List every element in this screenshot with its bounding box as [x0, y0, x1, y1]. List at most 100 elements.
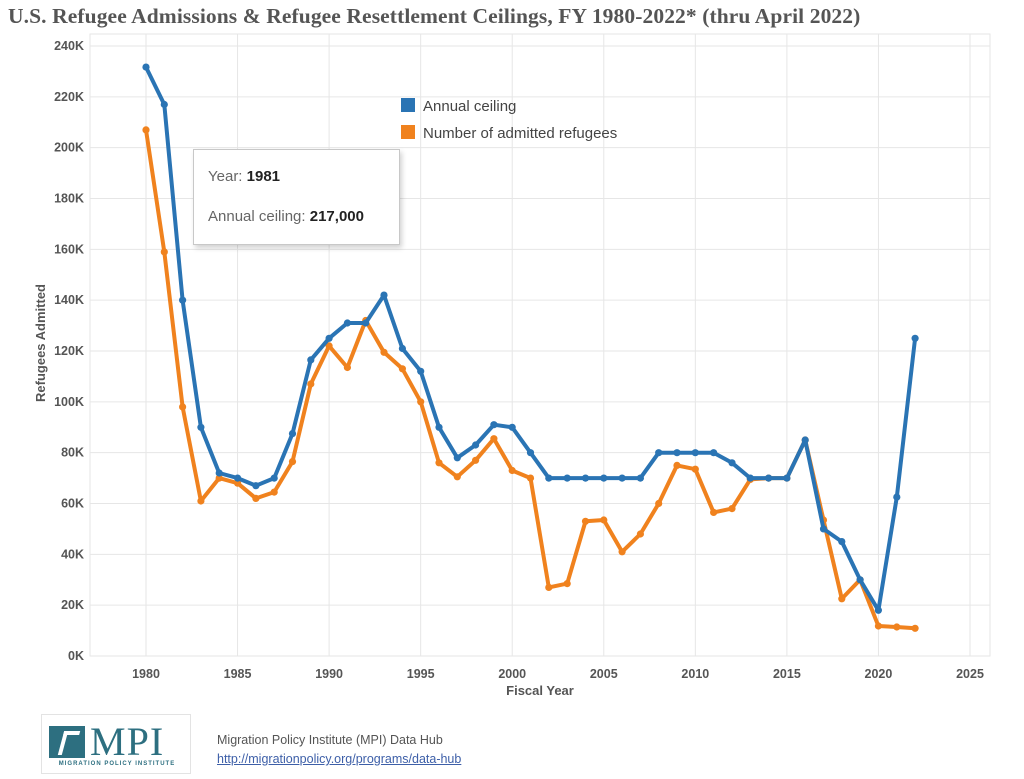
data-point-annual-ceiling[interactable]: [746, 474, 754, 482]
data-point-admitted-refugees[interactable]: [655, 499, 663, 508]
data-point-annual-ceiling[interactable]: [270, 474, 278, 482]
data-point-admitted-refugees[interactable]: [453, 473, 461, 481]
legend: Annual ceiling Number of admitted refuge…: [401, 98, 617, 142]
data-point-admitted-refugees[interactable]: [490, 435, 498, 443]
x-axis-title: Fiscal Year: [506, 683, 574, 698]
mpi-logo: MPI MIGRATION POLICY INSTITUTE: [41, 714, 191, 774]
data-point-admitted-refugees[interactable]: [911, 624, 919, 632]
data-point-annual-ceiling[interactable]: [142, 63, 150, 71]
data-point-admitted-refugees[interactable]: [691, 465, 699, 473]
data-point-annual-ceiling[interactable]: [215, 469, 223, 477]
y-tick-label: 120K: [54, 344, 84, 358]
data-point-annual-ceiling[interactable]: [526, 449, 535, 457]
data-point-annual-ceiling[interactable]: [801, 436, 809, 444]
y-tick-label: 0K: [68, 649, 84, 663]
data-point-annual-ceiling[interactable]: [325, 334, 333, 342]
data-point-annual-ceiling[interactable]: [618, 474, 626, 482]
data-point-annual-ceiling[interactable]: [783, 474, 791, 482]
data-point-annual-ceiling[interactable]: [874, 606, 883, 614]
data-point-admitted-refugees[interactable]: [893, 623, 901, 631]
legend-swatch-annual-ceiling: [401, 98, 415, 112]
data-point-admitted-refugees[interactable]: [600, 516, 608, 524]
data-point-admitted-refugees[interactable]: [197, 497, 205, 505]
series-annual-ceiling: [142, 63, 919, 614]
data-point-annual-ceiling[interactable]: [765, 474, 773, 482]
data-point-admitted-refugees[interactable]: [435, 459, 443, 467]
data-point-annual-ceiling[interactable]: [179, 296, 187, 304]
data-point-annual-ceiling[interactable]: [856, 576, 864, 584]
data-point-annual-ceiling[interactable]: [453, 454, 461, 462]
data-point-admitted-refugees[interactable]: [618, 548, 626, 556]
data-point-admitted-refugees[interactable]: [636, 530, 645, 538]
data-point-annual-ceiling[interactable]: [288, 430, 297, 438]
data-point-annual-ceiling[interactable]: [636, 474, 645, 482]
y-tick-label: 200K: [54, 141, 84, 155]
data-point-admitted-refugees[interactable]: [526, 474, 535, 482]
data-point-admitted-refugees[interactable]: [545, 583, 553, 592]
data-point-admitted-refugees[interactable]: [710, 508, 718, 516]
data-point-annual-ceiling[interactable]: [728, 459, 736, 467]
data-point-admitted-refugees[interactable]: [179, 403, 187, 411]
data-point-admitted-refugees[interactable]: [874, 622, 883, 630]
data-point-annual-ceiling[interactable]: [691, 449, 699, 457]
data-point-annual-ceiling[interactable]: [160, 100, 168, 109]
data-point-admitted-refugees[interactable]: [417, 398, 425, 406]
data-point-admitted-refugees[interactable]: [288, 458, 297, 466]
y-tick-label: 20K: [61, 598, 84, 612]
series-layer: [142, 63, 919, 632]
data-point-admitted-refugees[interactable]: [234, 479, 242, 487]
y-tick-label: 100K: [54, 395, 84, 409]
data-point-admitted-refugees[interactable]: [215, 474, 223, 482]
data-point-annual-ceiling[interactable]: [398, 344, 406, 353]
data-point-annual-ceiling[interactable]: [380, 291, 388, 299]
data-point-annual-ceiling[interactable]: [343, 319, 351, 327]
x-tick-label: 2025: [956, 667, 984, 681]
data-point-admitted-refugees[interactable]: [343, 363, 351, 372]
data-point-annual-ceiling[interactable]: [307, 356, 315, 364]
data-point-admitted-refugees[interactable]: [728, 505, 736, 513]
data-point-annual-ceiling[interactable]: [472, 441, 480, 449]
data-point-admitted-refugees[interactable]: [472, 456, 480, 464]
data-point-annual-ceiling[interactable]: [252, 482, 260, 490]
data-point-annual-ceiling[interactable]: [508, 423, 516, 431]
y-tick-label: 140K: [54, 293, 84, 307]
data-point-annual-ceiling[interactable]: [581, 474, 590, 482]
data-point-admitted-refugees[interactable]: [325, 342, 333, 350]
data-point-annual-ceiling[interactable]: [819, 525, 828, 533]
data-point-admitted-refugees[interactable]: [581, 517, 590, 525]
data-point-annual-ceiling[interactable]: [710, 449, 718, 457]
data-point-admitted-refugees[interactable]: [398, 365, 406, 373]
data-point-admitted-refugees[interactable]: [508, 466, 516, 475]
data-point-admitted-refugees[interactable]: [270, 488, 278, 496]
data-point-admitted-refugees[interactable]: [252, 494, 260, 502]
chart-title: U.S. Refugee Admissions & Refugee Resett…: [8, 4, 861, 28]
source-link[interactable]: http://migrationpolicy.org/programs/data…: [217, 752, 462, 766]
x-tick-label: 2000: [498, 667, 526, 681]
data-point-annual-ceiling[interactable]: [838, 538, 846, 546]
data-point-admitted-refugees[interactable]: [563, 580, 571, 588]
data-point-admitted-refugees[interactable]: [142, 126, 150, 134]
data-point-annual-ceiling[interactable]: [417, 367, 425, 375]
data-point-annual-ceiling[interactable]: [673, 449, 681, 457]
x-tick-label: 2015: [773, 667, 801, 681]
data-point-annual-ceiling[interactable]: [490, 421, 498, 429]
data-point-annual-ceiling[interactable]: [545, 474, 553, 482]
y-tick-label: 60K: [61, 497, 84, 511]
legend-label-admitted-refugees: Number of admitted refugees: [423, 125, 617, 142]
data-point-admitted-refugees[interactable]: [838, 595, 846, 603]
data-point-annual-ceiling[interactable]: [362, 319, 370, 327]
data-point-annual-ceiling[interactable]: [911, 334, 919, 342]
y-tick-label: 160K: [54, 242, 84, 256]
data-point-annual-ceiling[interactable]: [234, 474, 242, 482]
data-point-admitted-refugees[interactable]: [380, 348, 388, 356]
data-point-annual-ceiling[interactable]: [600, 474, 608, 482]
data-point-annual-ceiling[interactable]: [197, 423, 205, 431]
data-point-admitted-refugees[interactable]: [673, 461, 681, 469]
data-point-admitted-refugees[interactable]: [160, 248, 168, 256]
data-point-annual-ceiling[interactable]: [893, 493, 901, 501]
data-point-annual-ceiling[interactable]: [435, 423, 443, 431]
data-point-annual-ceiling[interactable]: [563, 474, 571, 482]
y-tick-label: 220K: [54, 90, 84, 104]
data-point-admitted-refugees[interactable]: [307, 380, 315, 388]
data-point-annual-ceiling[interactable]: [655, 449, 663, 457]
